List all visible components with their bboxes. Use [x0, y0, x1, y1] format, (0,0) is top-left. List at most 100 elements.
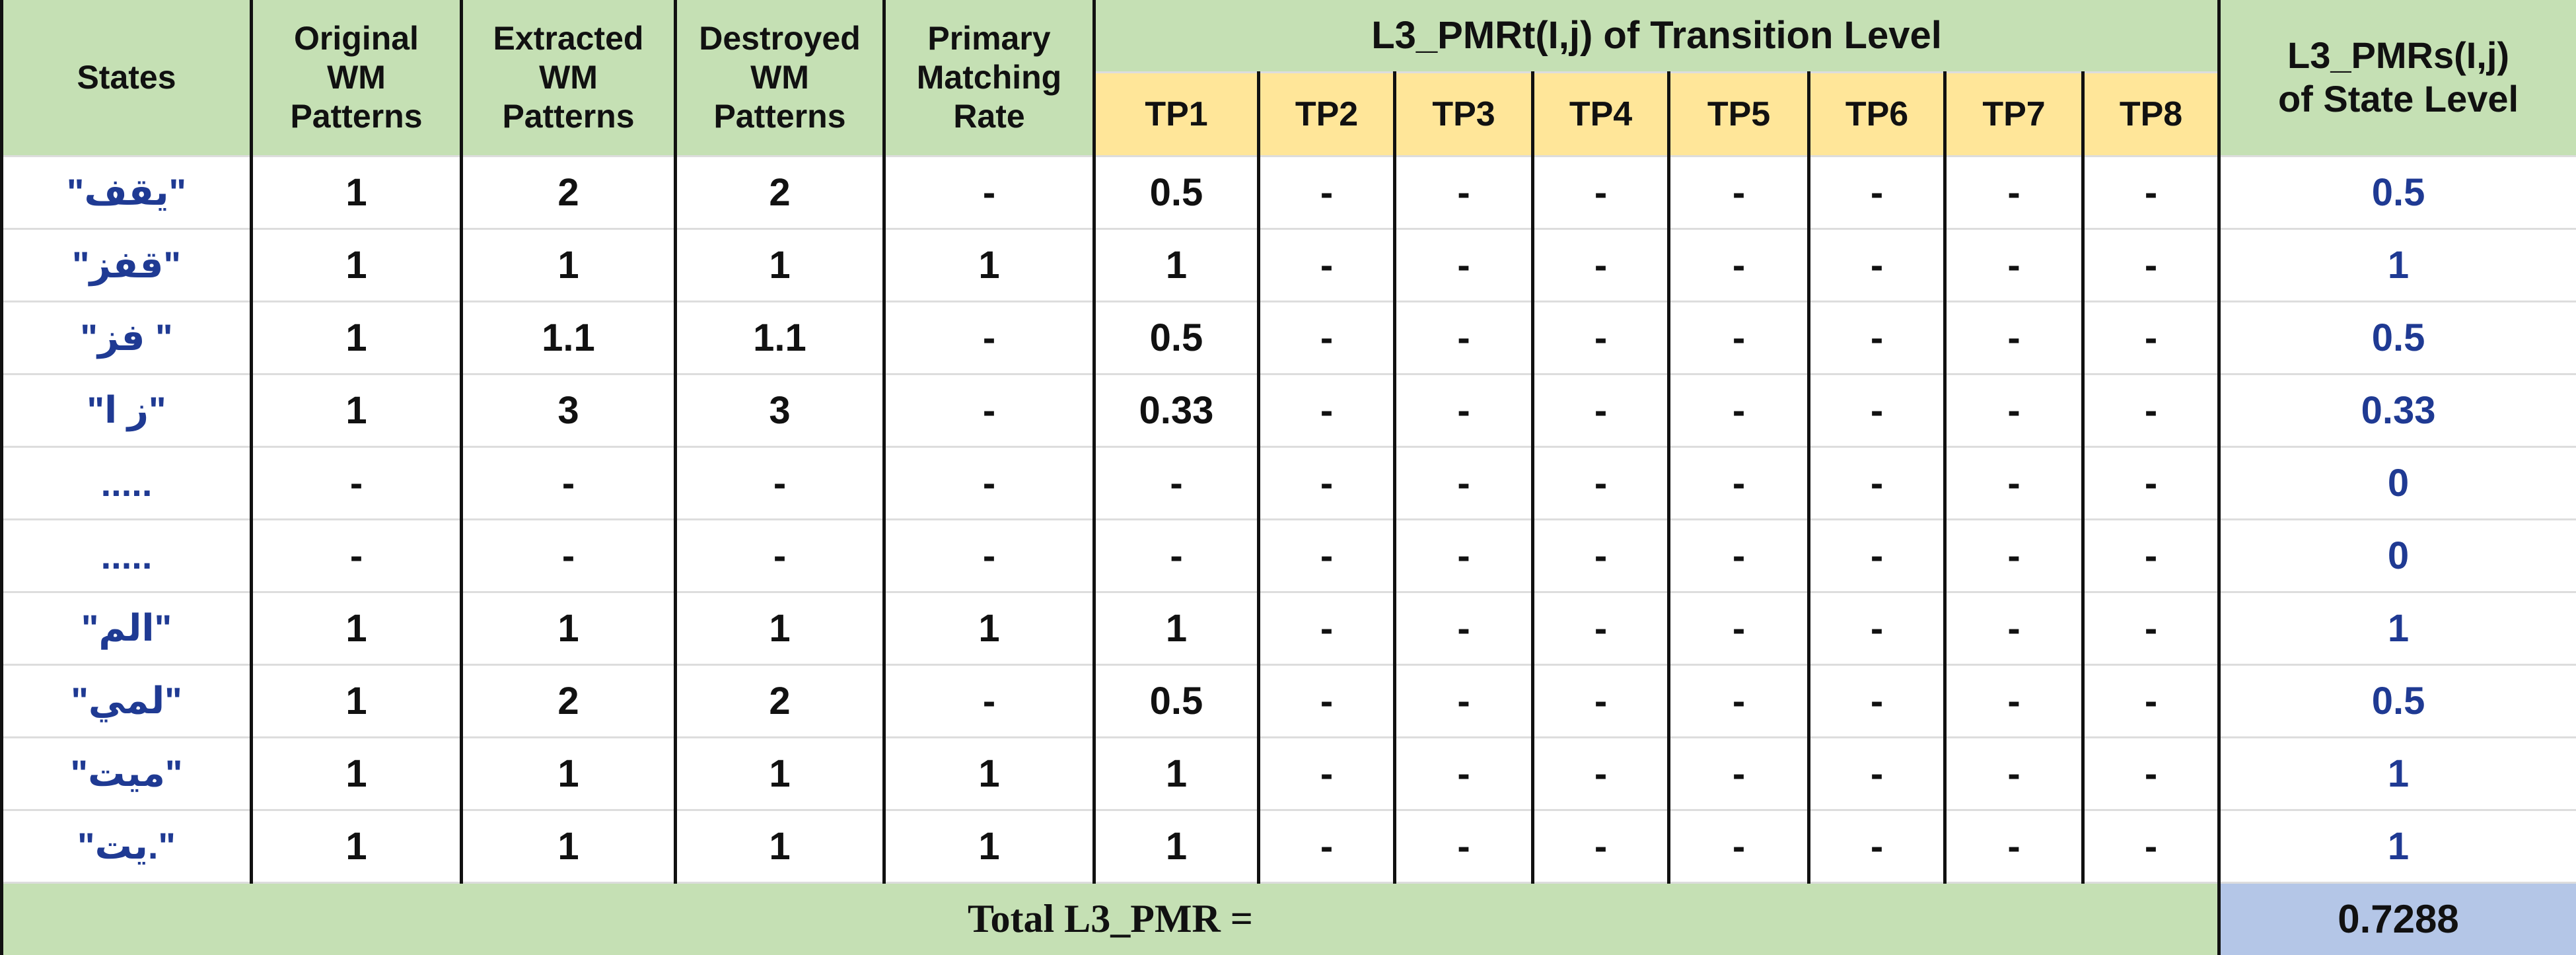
value-cell: -: [1943, 736, 2085, 811]
value-cell: 2: [674, 663, 886, 738]
value-cell: -: [1807, 227, 1947, 302]
value-cell: -: [1531, 155, 1670, 230]
value-cell: -: [1667, 227, 1810, 302]
value-cell: -: [2081, 300, 2221, 375]
value-cell: 1: [882, 590, 1096, 666]
value-cell: -: [1393, 518, 1534, 593]
value-cell: -: [882, 518, 1096, 593]
value-cell: -: [1667, 155, 1810, 230]
header-cell: Primary Matching Rate: [882, 0, 1096, 157]
data-row: "قفز" 1 1 1 1 1- - - - - - -1: [0, 227, 2576, 302]
data-row: "الم" 1 1 1 1 1- - - - - - -1: [0, 590, 2576, 666]
total-value: 0.7288: [2217, 881, 2576, 955]
header-row: States Original WM Patterns Extracted WM…: [0, 0, 2576, 157]
tp-header: TP8: [2081, 71, 2221, 157]
value-cell: -: [2081, 663, 2221, 738]
value-cell: 0: [2217, 518, 2576, 593]
value-cell: 1: [460, 590, 677, 666]
value-cell: -: [1092, 518, 1260, 593]
value-cell: -: [2081, 736, 2221, 811]
value-cell: 0.5: [1092, 300, 1260, 375]
value-cell: -: [1667, 808, 1810, 884]
value-cell: -: [1531, 808, 1670, 884]
value-cell: -: [1257, 736, 1396, 811]
value-cell: -: [1667, 300, 1810, 375]
tp-header: TP2: [1257, 71, 1396, 157]
value-cell: -: [1393, 300, 1534, 375]
value-cell: 1: [882, 227, 1096, 302]
value-cell: 2: [674, 155, 886, 230]
value-cell: -: [1531, 300, 1670, 375]
value-cell: -: [1807, 372, 1947, 448]
value-cell: -: [1943, 155, 2085, 230]
value-cell: -: [1667, 445, 1810, 520]
value-cell: -: [1807, 445, 1947, 520]
value-cell: -: [460, 518, 677, 593]
value-cell: 1: [1092, 590, 1260, 666]
tp-row: TP1 TP2 TP3 TP4 TP5 TP6 TP7 TP8: [2, 71, 2576, 157]
value-cell: -: [1393, 736, 1534, 811]
value-cell: -: [1807, 155, 1947, 230]
value-cell: -: [1807, 300, 1947, 375]
tp-header: TP3: [1393, 71, 1534, 157]
value-cell: -: [1943, 518, 2085, 593]
value-cell: -: [2081, 590, 2221, 666]
value-cell: 1: [2217, 808, 2576, 884]
state-cell: "فز ": [0, 300, 253, 375]
value-cell: 1: [250, 300, 463, 375]
tp-header: TP5: [1667, 71, 1810, 157]
tp-header: TP7: [1943, 71, 2085, 157]
value-cell: 1: [250, 808, 463, 884]
value-cell: 0.5: [1092, 663, 1260, 738]
value-cell: -: [1393, 227, 1534, 302]
data-row: "يقف" 1 2 2-0.5- - - - - - -0.5: [0, 155, 2576, 230]
state-cell: "يت.": [0, 808, 253, 884]
value-cell: -: [2081, 227, 2221, 302]
value-cell: -: [2081, 372, 2221, 448]
value-cell: -: [882, 445, 1096, 520]
state-cell: "لمي": [0, 663, 253, 738]
value-cell: -: [1257, 227, 1396, 302]
value-cell: -: [1531, 372, 1670, 448]
value-cell: 1: [250, 372, 463, 448]
value-cell: 2: [460, 155, 677, 230]
value-cell: 2: [460, 663, 677, 738]
value-cell: 0.5: [2217, 155, 2576, 230]
value-cell: 1.1: [674, 300, 886, 375]
value-cell: 1: [250, 736, 463, 811]
value-cell: -: [1393, 663, 1534, 738]
value-cell: -: [1531, 590, 1670, 666]
value-cell: 1: [882, 736, 1096, 811]
value-cell: -: [1393, 808, 1534, 884]
value-cell: -: [1257, 300, 1396, 375]
value-cell: -: [1667, 518, 1810, 593]
value-cell: -: [1531, 518, 1670, 593]
data-row: "يت." 1 1 1 1 1- - - - - - -1: [0, 808, 2576, 884]
data-row: "فز " 1 1.1 1.1-0.5- - - - - - -0.5: [0, 300, 2576, 375]
value-cell: 1: [1092, 227, 1260, 302]
value-cell: -: [1943, 372, 2085, 448]
value-cell: 3: [674, 372, 886, 448]
value-cell: 1: [1092, 736, 1260, 811]
total-label: Total L3_PMR =: [0, 881, 2221, 955]
value-cell: -: [1531, 663, 1670, 738]
value-cell: -: [1257, 518, 1396, 593]
tp-header: TP4: [1531, 71, 1670, 157]
value-cell: -: [1807, 808, 1947, 884]
value-cell: 0.33: [2217, 372, 2576, 448]
value-cell: -: [250, 518, 463, 593]
value-cell: -: [2081, 445, 2221, 520]
value-cell: 0.33: [1092, 372, 1260, 448]
value-cell: -: [1257, 590, 1396, 666]
value-cell: -: [1393, 445, 1534, 520]
value-cell: 1: [250, 155, 463, 230]
value-cell: -: [1943, 663, 2085, 738]
tp-header: TP1: [1092, 71, 1260, 157]
state-cell: "ز ا": [0, 372, 253, 448]
value-cell: -: [1257, 663, 1396, 738]
value-cell: -: [460, 445, 677, 520]
value-cell: 1: [674, 227, 886, 302]
value-cell: 0.5: [2217, 300, 2576, 375]
value-cell: 1: [882, 808, 1096, 884]
header-cell: Destroyed WM Patterns: [674, 0, 886, 157]
